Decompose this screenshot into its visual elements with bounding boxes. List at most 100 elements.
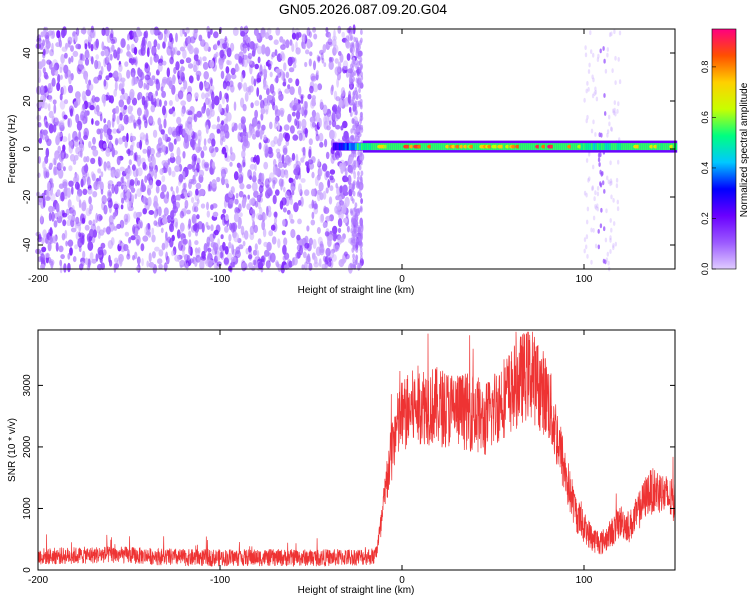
noise-cell xyxy=(295,47,301,55)
noise-cell xyxy=(72,256,77,263)
noise-cell xyxy=(256,87,260,97)
noise-cell xyxy=(351,216,354,223)
carrier-cell xyxy=(374,143,378,151)
noise-cell xyxy=(183,182,187,190)
noise-cell xyxy=(300,157,305,163)
stray-cell xyxy=(596,206,599,212)
noise-cell xyxy=(100,50,106,57)
noise-cell xyxy=(358,93,362,100)
noise-cell xyxy=(99,113,103,122)
noise-cell xyxy=(360,75,364,81)
noise-cell xyxy=(196,59,201,66)
noise-cell xyxy=(188,75,194,84)
noise-cell xyxy=(203,71,209,80)
noise-cell xyxy=(178,69,183,77)
carrier-cell xyxy=(522,143,526,151)
noise-cell xyxy=(124,140,128,149)
noise-cell xyxy=(166,255,170,265)
noise-cell xyxy=(167,236,172,243)
noise-cell xyxy=(149,179,154,190)
noise-cell xyxy=(258,185,264,193)
noise-cell xyxy=(176,116,182,125)
noise-cell xyxy=(312,238,317,250)
y-tick-label: -40 xyxy=(22,237,33,252)
noise-cell xyxy=(162,76,168,84)
noise-cell xyxy=(118,64,123,72)
noise-cell xyxy=(169,156,176,164)
stray-cell xyxy=(586,81,589,86)
noise-cell xyxy=(160,191,165,199)
noise-cell xyxy=(265,61,269,67)
noise-cell xyxy=(358,123,362,130)
noise-cell xyxy=(118,239,122,247)
noise-cell xyxy=(153,39,158,46)
noise-cell xyxy=(256,45,263,55)
noise-cell xyxy=(147,222,151,230)
noise-cell xyxy=(148,252,152,263)
noise-cell xyxy=(82,26,86,35)
snr-y-label: SNR (10 * v/v) xyxy=(7,418,18,482)
noise-cell xyxy=(252,171,257,179)
stray-cell xyxy=(616,199,619,205)
stray-cell xyxy=(613,29,616,35)
carrier-cell xyxy=(390,143,394,151)
noise-cell xyxy=(121,87,125,95)
noise-cell xyxy=(78,130,81,141)
noise-cell xyxy=(112,112,116,122)
noise-cell xyxy=(88,220,93,226)
stray-cell xyxy=(610,180,613,186)
stray-cell xyxy=(584,52,588,58)
noise-cell xyxy=(311,188,316,197)
noise-cell xyxy=(309,51,313,57)
noise-cell xyxy=(61,233,66,241)
noise-cell xyxy=(355,94,359,100)
noise-cell xyxy=(59,66,63,74)
noise-cell xyxy=(288,67,295,73)
noise-cell xyxy=(235,192,239,199)
carrier-cell xyxy=(626,143,630,151)
noise-cell xyxy=(337,25,342,34)
noise-cell xyxy=(230,186,235,194)
noise-cell xyxy=(71,186,74,195)
noise-cell xyxy=(192,132,198,142)
noise-cell xyxy=(307,93,312,100)
noise-cell xyxy=(60,161,64,169)
carrier-cell xyxy=(530,143,534,151)
noise-cell xyxy=(301,118,307,129)
noise-cell xyxy=(248,245,252,253)
noise-cell xyxy=(51,206,56,212)
noise-cell xyxy=(63,99,69,105)
noise-cell xyxy=(92,136,96,145)
noise-cell xyxy=(195,70,202,78)
noise-cell xyxy=(167,126,173,135)
noise-cell xyxy=(160,86,164,92)
noise-cell xyxy=(169,33,173,43)
noise-cell xyxy=(246,184,252,190)
noise-cell xyxy=(211,138,216,147)
noise-cell xyxy=(123,213,129,223)
noise-cell xyxy=(264,249,270,257)
noise-cell xyxy=(288,213,293,221)
carrier-cell xyxy=(372,143,376,151)
noise-cell xyxy=(158,263,163,270)
carrier-cell xyxy=(520,143,524,151)
noise-cell xyxy=(123,184,128,194)
noise-cell xyxy=(256,77,262,83)
noise-cell xyxy=(248,59,253,65)
noise-cell xyxy=(67,214,73,221)
noise-cell xyxy=(325,115,330,123)
noise-cell xyxy=(219,90,222,101)
noise-cell xyxy=(256,34,260,40)
stray-cell xyxy=(613,107,616,113)
noise-cell xyxy=(240,74,244,83)
noise-cell xyxy=(63,263,67,273)
noise-cell xyxy=(68,144,74,154)
noise-cell xyxy=(282,81,287,87)
noise-cell xyxy=(304,189,310,197)
noise-cell xyxy=(228,234,232,242)
noise-cell xyxy=(280,181,283,191)
stray-cell xyxy=(594,243,598,249)
noise-cell xyxy=(250,102,254,109)
noise-cell xyxy=(235,246,241,255)
noise-cell xyxy=(54,154,59,161)
